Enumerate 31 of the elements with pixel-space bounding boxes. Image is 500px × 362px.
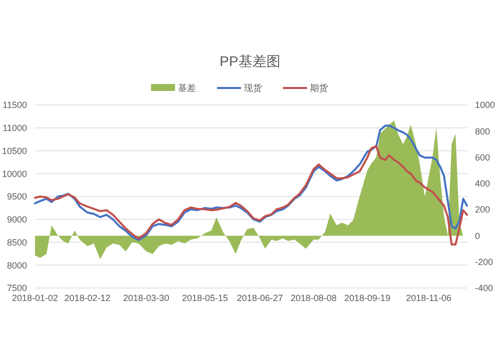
y-tick-label: 8500 (6, 237, 27, 248)
line-series (34, 124, 468, 241)
y2-tick-label: 1000 (475, 100, 496, 110)
y-tick-label: 10500 (2, 146, 27, 156)
y-tick-label: 7500 (6, 283, 27, 294)
y2-tick-label: 400 (475, 178, 490, 189)
x-tick-label: 2018-02-12 (64, 293, 110, 303)
x-tick-label: 2018-08-08 (290, 293, 337, 303)
y2-tick-label: 800 (475, 126, 490, 136)
chart-title: PP基差图 (220, 53, 280, 69)
y2-tick-label: -400 (475, 283, 494, 294)
x-tick-label: 2018-09-19 (344, 293, 390, 303)
y-tick-label: 11500 (2, 100, 27, 110)
y-tick-label: 9000 (6, 214, 27, 225)
x-tick-label: 2018-05-15 (182, 293, 228, 303)
y-tick-label: 8000 (6, 260, 27, 270)
legend-label: 现货 (244, 83, 262, 94)
y2-tick-label: 0 (475, 230, 480, 241)
x-tick-label: 2018-06-27 (236, 293, 283, 303)
y-tick-label: 10000 (2, 168, 27, 179)
x-tick-label: 2018-01-02 (12, 293, 58, 303)
x-tick-label: 2018-11-06 (406, 293, 452, 303)
y2-tick-label: 200 (475, 204, 490, 215)
y2-tick-label: -200 (475, 257, 494, 268)
y2-tick-label: 600 (475, 152, 490, 162)
legend-label: 基差 (178, 83, 196, 94)
y-tick-label: 9500 (6, 192, 27, 202)
line-series (34, 145, 468, 246)
y-tick-label: 11000 (2, 123, 27, 134)
legend-label: 期货 (310, 83, 328, 94)
x-tick-label: 2018-03-30 (123, 293, 170, 303)
